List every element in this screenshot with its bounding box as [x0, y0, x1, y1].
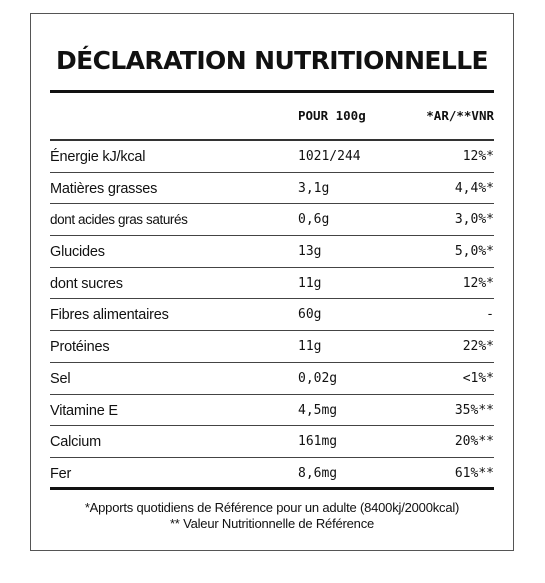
- value-ar: 22%*: [462, 339, 494, 355]
- table-header: POUR 100g *AR/**VNR: [50, 108, 494, 132]
- footnotes: *Apports quotidiens de Référence pour un…: [31, 500, 513, 532]
- nutrient-name: Vitamine E: [50, 402, 118, 419]
- nutrient-name: Calcium: [50, 434, 101, 451]
- value-ar: 12%*: [462, 275, 494, 291]
- value-per-100g: 11g: [298, 275, 322, 291]
- value-ar: 20%**: [454, 434, 494, 450]
- header-per-100g: POUR 100g: [298, 108, 366, 123]
- nutrition-table: Énergie kJ/kcal 1021/244 12%* Matières g…: [50, 141, 494, 490]
- nutrient-name: dont sucres: [50, 275, 123, 292]
- nutrition-panel: DÉCLARATION NUTRITIONNELLE POUR 100g *AR…: [30, 13, 514, 551]
- table-row: dont acides gras saturés 0,6g 3,0%*: [50, 204, 494, 237]
- value-per-100g: 3,1g: [298, 180, 330, 196]
- value-ar: <1%*: [462, 370, 494, 386]
- value-per-100g: 11g: [298, 339, 322, 355]
- footnote-vnr: ** Valeur Nutritionnelle de Référence: [169, 516, 375, 531]
- value-per-100g: 1021/244: [298, 149, 361, 164]
- value-ar: 3,0%*: [454, 212, 494, 228]
- value-ar: -: [486, 307, 494, 323]
- value-per-100g: 161mg: [298, 434, 338, 450]
- value-per-100g: 0,6g: [298, 212, 330, 228]
- table-row: Vitamine E 4,5mg 35%**: [50, 395, 494, 427]
- value-ar: 12%*: [462, 149, 494, 164]
- table-row: dont sucres 11g 12%*: [50, 268, 494, 300]
- value-per-100g: 4,5mg: [298, 402, 338, 418]
- table-row: Glucides 13g 5,0%*: [50, 236, 494, 268]
- nutrient-name: Protéines: [50, 339, 110, 356]
- nutrient-name: Fibres alimentaires: [50, 307, 169, 324]
- value-ar: 5,0%*: [454, 244, 494, 260]
- panel-title: DÉCLARATION NUTRITIONNELLE: [55, 46, 489, 75]
- value-per-100g: 8,6mg: [298, 465, 338, 481]
- value-per-100g: 0,02g: [298, 370, 338, 386]
- table-row: Sel 0,02g <1%*: [50, 363, 494, 395]
- table-row: Calcium 161mg 20%**: [50, 426, 494, 458]
- nutrient-name: Sel: [50, 370, 71, 387]
- table-row: Protéines 11g 22%*: [50, 331, 494, 363]
- nutrient-name: Fer: [50, 465, 72, 482]
- table-row: Matières grasses 3,1g 4,4%*: [50, 173, 494, 205]
- title-divider: [50, 90, 494, 93]
- nutrient-name: Glucides: [50, 244, 105, 261]
- table-row: Fibres alimentaires 60g -: [50, 299, 494, 332]
- header-ar-vnr: *AR/**VNR: [426, 108, 494, 123]
- value-ar: 61%**: [454, 465, 494, 481]
- nutrient-name: Matières grasses: [50, 180, 158, 197]
- nutrient-name: dont acides gras saturés: [50, 212, 188, 228]
- table-row: Fer 8,6mg 61%**: [50, 458, 494, 490]
- value-ar: 35%**: [454, 402, 494, 418]
- table-row: Énergie kJ/kcal 1021/244 12%*: [50, 141, 494, 173]
- value-per-100g: 60g: [298, 307, 322, 323]
- value-ar: 4,4%*: [454, 180, 494, 196]
- nutrient-name: Énergie kJ/kcal: [50, 149, 146, 165]
- footnote-ar: *Apports quotidiens de Référence pour un…: [84, 500, 460, 515]
- value-per-100g: 13g: [298, 244, 322, 260]
- header-divider: [50, 139, 494, 141]
